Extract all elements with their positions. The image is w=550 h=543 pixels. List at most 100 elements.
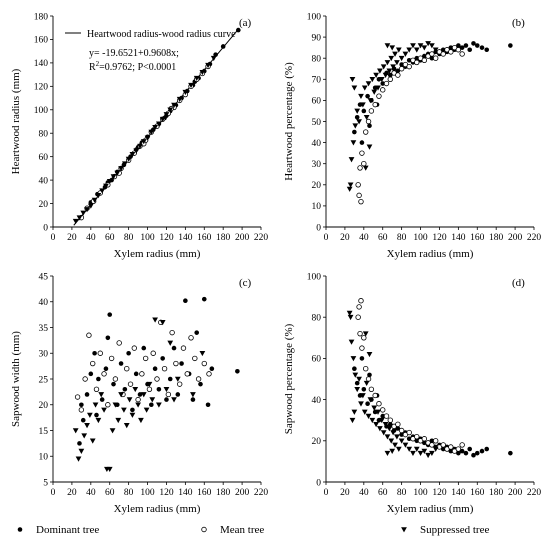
series-group bbox=[355, 298, 465, 454]
data-point bbox=[72, 428, 79, 434]
data-point bbox=[176, 381, 183, 387]
data-point bbox=[161, 366, 168, 372]
data-point bbox=[384, 60, 391, 66]
x-tick-label: 140 bbox=[451, 233, 466, 243]
y-axis-label: Sapwood width (mm) bbox=[10, 331, 22, 427]
data-point bbox=[347, 314, 354, 321]
data-point bbox=[144, 135, 151, 141]
data-point bbox=[152, 317, 158, 323]
data-point bbox=[432, 438, 439, 444]
data-point bbox=[79, 402, 84, 408]
x-tick-label: 220 bbox=[254, 488, 269, 498]
series-group bbox=[72, 317, 206, 472]
data-point bbox=[84, 423, 90, 429]
data-point bbox=[459, 442, 465, 448]
data-point bbox=[111, 381, 116, 387]
data-point bbox=[106, 466, 113, 472]
data-point bbox=[135, 402, 141, 408]
data-point bbox=[390, 64, 397, 70]
data-point bbox=[363, 129, 369, 135]
data-point bbox=[152, 125, 158, 131]
x-tick-label: 60 bbox=[105, 233, 115, 243]
data-point bbox=[163, 387, 170, 393]
data-point bbox=[421, 436, 428, 442]
data-point bbox=[380, 87, 386, 93]
data-point bbox=[365, 413, 372, 419]
data-point bbox=[84, 207, 90, 213]
data-point bbox=[387, 76, 393, 82]
data-point bbox=[171, 102, 177, 108]
data-point bbox=[78, 407, 85, 413]
data-point bbox=[356, 192, 362, 199]
data-point bbox=[356, 119, 362, 125]
data-point bbox=[199, 69, 206, 76]
data-point bbox=[398, 438, 405, 444]
data-point bbox=[175, 392, 181, 397]
data-point bbox=[368, 386, 375, 392]
data-point bbox=[389, 45, 396, 51]
data-point bbox=[361, 387, 367, 392]
data-point bbox=[355, 314, 361, 320]
data-point bbox=[103, 183, 109, 189]
data-point bbox=[140, 139, 147, 145]
data-point bbox=[137, 392, 143, 397]
data-point bbox=[91, 197, 98, 203]
data-point bbox=[387, 422, 393, 427]
data-point bbox=[159, 116, 166, 123]
x-tick-label: 160 bbox=[470, 233, 485, 243]
x-tick-label: 100 bbox=[140, 488, 155, 498]
y-tick-label: 15 bbox=[39, 427, 49, 437]
data-point bbox=[183, 298, 188, 304]
y-tick-label: 0 bbox=[316, 478, 321, 488]
legend-item: Dominant tree bbox=[17, 524, 99, 536]
x-axis-label: Xylem radius (mm) bbox=[387, 503, 474, 515]
data-point bbox=[406, 63, 412, 70]
data-point bbox=[363, 380, 370, 386]
data-point bbox=[74, 394, 81, 400]
y-tick-label: 20 bbox=[312, 181, 322, 191]
data-point bbox=[112, 376, 119, 382]
data-point bbox=[398, 55, 405, 62]
data-point bbox=[105, 335, 111, 341]
data-point bbox=[93, 386, 100, 392]
y-axis-label: Heartwood percentage (%) bbox=[283, 62, 295, 181]
x-tick-label: 60 bbox=[105, 488, 115, 498]
data-point bbox=[149, 402, 154, 408]
data-point bbox=[467, 446, 473, 452]
data-point bbox=[115, 417, 122, 424]
series-group bbox=[72, 55, 217, 225]
data-point bbox=[413, 446, 420, 452]
legend-label: Mean tree bbox=[220, 524, 264, 536]
data-point bbox=[84, 392, 90, 397]
data-point bbox=[479, 45, 485, 50]
data-point bbox=[192, 355, 198, 362]
data-point bbox=[92, 350, 97, 356]
y-tick-label: 30 bbox=[312, 160, 322, 170]
data-point bbox=[167, 107, 174, 113]
chart-panel: 0 20 40 60 80 100 120 140 160 180 200 220 0 10 20 30 40 5… bbox=[283, 12, 541, 260]
data-point bbox=[98, 392, 105, 398]
x-tick-label: 20 bbox=[67, 233, 77, 243]
data-point bbox=[432, 55, 439, 61]
legend-item: Suppressed tree bbox=[401, 524, 489, 536]
data-point bbox=[362, 331, 369, 337]
data-point bbox=[361, 160, 367, 167]
data-point bbox=[386, 68, 393, 74]
data-point bbox=[421, 45, 428, 51]
y-tick-label: 40 bbox=[312, 396, 322, 406]
data-point bbox=[126, 350, 131, 356]
x-tick-label: 0 bbox=[324, 488, 329, 498]
data-point bbox=[371, 89, 378, 95]
data-point bbox=[190, 392, 196, 398]
x-tick-label: 140 bbox=[451, 488, 466, 498]
data-point bbox=[129, 152, 136, 158]
x-tick-label: 160 bbox=[470, 488, 485, 498]
data-point bbox=[367, 397, 374, 403]
y-tick-label: 40 bbox=[39, 298, 49, 308]
data-point bbox=[356, 376, 362, 382]
data-point bbox=[96, 376, 101, 382]
data-point bbox=[383, 80, 390, 87]
legend-label: Suppressed tree bbox=[420, 524, 489, 536]
x-tick-label: 20 bbox=[340, 488, 350, 498]
